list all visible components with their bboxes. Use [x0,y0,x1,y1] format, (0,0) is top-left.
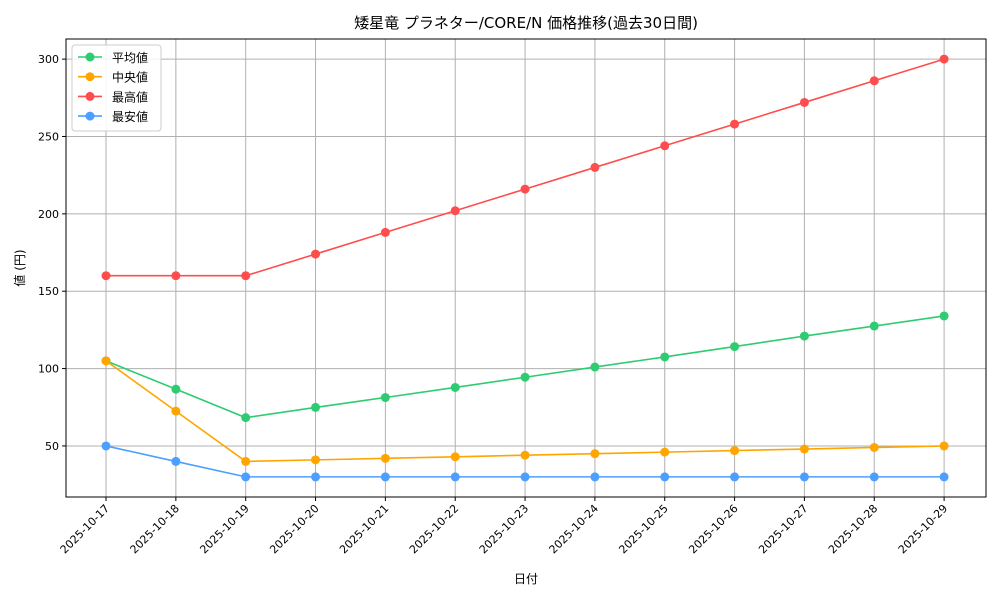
data-point [101,271,111,281]
legend-label: 最安値 [112,109,148,124]
data-point [590,362,600,372]
x-tick-label: 2025-10-18 [128,502,182,556]
legend-marker [85,111,95,121]
data-point [590,449,600,459]
data-point [380,472,390,482]
y-tick-label: 200 [38,208,59,221]
data-point [241,413,251,423]
data-point [939,441,949,451]
data-point [171,406,181,416]
data-point [311,249,321,259]
data-point [520,372,530,382]
data-point [869,76,879,86]
plot-frame [65,38,987,498]
data-point [311,455,321,465]
data-point [730,446,740,456]
data-point [939,472,949,482]
data-point [590,162,600,172]
series-lines [101,54,949,482]
y-axis-label: 値 (円) [12,249,27,286]
data-point [101,441,111,451]
legend-label: 中央値 [112,70,148,85]
data-point [799,472,809,482]
data-point [660,447,670,457]
data-point [171,271,181,281]
legend-marker [85,72,95,82]
data-point [799,97,809,107]
data-point [241,456,251,466]
data-point [450,452,460,462]
data-point [939,311,949,321]
data-point [450,382,460,392]
data-point [660,352,670,362]
x-tick-label: 2025-10-29 [896,502,950,556]
x-tick-label: 2025-10-28 [826,502,880,556]
data-point [730,342,740,352]
data-point [450,206,460,216]
x-tick-label: 2025-10-27 [756,502,810,556]
legend-box [71,44,162,132]
x-tick-label: 2025-10-19 [197,502,251,556]
grid [66,39,986,497]
data-point [241,472,251,482]
legend-label: 最高値 [112,89,148,104]
x-tick-label: 2025-10-21 [337,502,391,556]
data-point [101,356,111,366]
x-axis-ticks: 2025-10-17 2025-10-18 2025-10-19 2025-10-20… [58,497,950,556]
data-point [799,331,809,341]
legend-marker [85,52,95,62]
x-axis-label: 日付 [514,572,538,586]
data-point [380,453,390,463]
data-point [590,472,600,482]
data-point [869,442,879,452]
data-point [520,472,530,482]
x-tick-label: 2025-10-25 [616,502,670,556]
x-tick-label: 2025-10-22 [407,502,461,556]
data-point [311,402,321,412]
data-point [311,472,321,482]
data-point [869,321,879,331]
chart-title: 矮星竜 プラネター/CORE/N 価格推移(過去30日間) [354,14,698,32]
data-point [450,472,460,482]
data-point [171,384,181,394]
data-point [660,141,670,151]
data-point [939,54,949,64]
data-point [520,184,530,194]
x-tick-label: 2025-10-26 [686,502,740,556]
y-axis-ticks: 50 100 150 200 250 300 [38,53,66,453]
data-point [380,393,390,403]
legend-marker [85,91,95,101]
data-point [660,472,670,482]
data-point [799,444,809,454]
x-tick-label: 2025-10-17 [58,502,112,556]
data-point [730,472,740,482]
data-point [380,227,390,237]
y-tick-label: 300 [38,53,59,66]
data-point [171,456,181,466]
legend-label: 平均値 [112,50,148,65]
data-point [241,271,251,281]
x-tick-label: 2025-10-23 [477,502,531,556]
data-point [520,450,530,460]
data-point [730,119,740,129]
data-point [869,472,879,482]
y-tick-label: 150 [38,285,59,298]
x-tick-label: 2025-10-24 [547,502,601,556]
y-tick-label: 250 [38,130,59,143]
x-tick-label: 2025-10-20 [267,502,321,556]
y-tick-label: 100 [38,363,59,376]
y-tick-label: 50 [45,440,59,453]
